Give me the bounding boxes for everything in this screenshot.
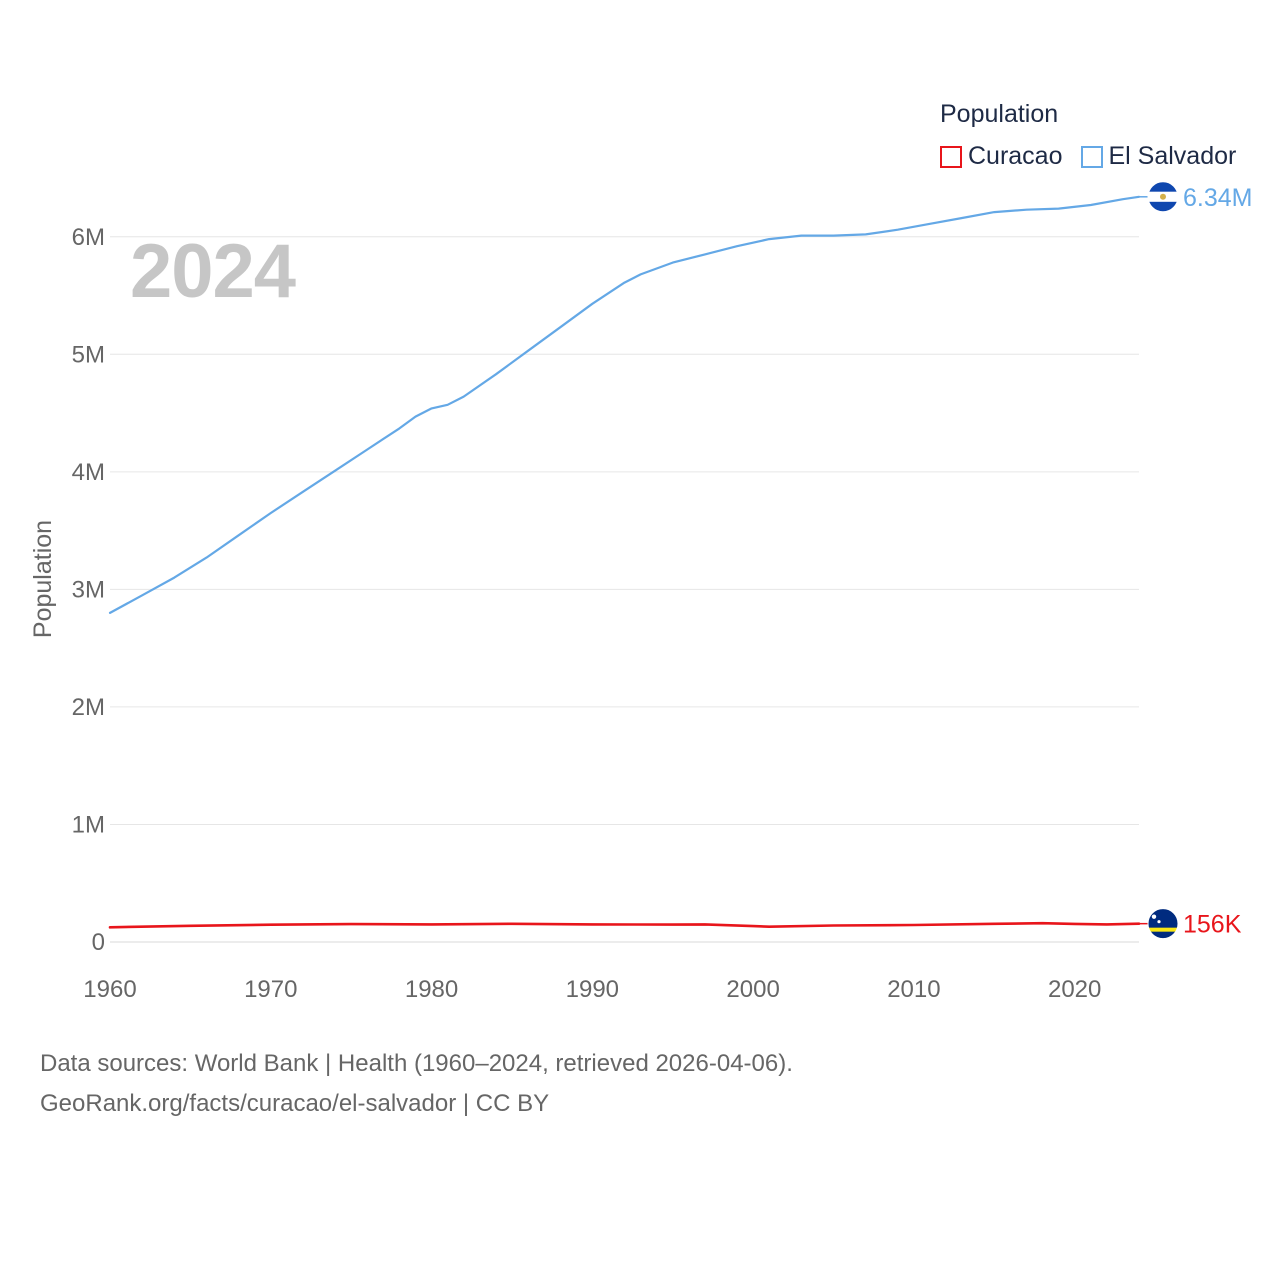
y-tick-label: 6M [72,224,105,251]
legend-label-curacao: Curacao [968,142,1063,170]
y-tick-label: 1M [72,811,105,838]
legend: Curacao El Salvador [940,142,1236,171]
x-tick-label: 2020 [1048,976,1101,1003]
x-tick-label: 1960 [83,976,136,1003]
legend-item-curacao[interactable]: Curacao [940,142,1063,171]
year-label: 2024 [130,229,296,314]
legend-title: Population [940,100,1059,128]
y-tick-label: 2M [72,694,105,721]
y-tick-label: 5M [72,341,105,368]
legend-label-el-salvador: El Salvador [1108,142,1237,170]
x-tick-label: 1970 [244,976,297,1003]
end-value-label-curacao: 156K [1183,911,1242,939]
source-notes: Data sources: World Bank | Health (1960–… [40,1044,793,1124]
legend-item-el-salvador[interactable]: El Salvador [1080,142,1237,171]
x-tick-label: 2000 [726,976,779,1003]
x-tick-label: 2010 [887,976,940,1003]
y-tick-label: 0 [92,929,105,956]
y-tick-label: 4M [72,459,105,486]
el-salvador-flag-icon [1147,181,1179,213]
source-line-2[interactable]: GeoRank.org/facts/curacao/el-salvador | … [40,1090,550,1117]
legend-swatch-curacao [940,145,962,168]
x-tick-label: 1980 [405,976,458,1003]
end-value-label-el-salvador: 6.34M [1183,184,1252,212]
series-line-el-salvador [108,195,1141,614]
source-line-1: Data sources: World Bank | Health (1960–… [40,1050,793,1077]
series-line-curacao [108,921,1141,929]
x-tick-label: 1990 [566,976,619,1003]
y-axis-title: Population [29,520,57,638]
y-tick-label: 3M [72,576,105,603]
curacao-flag-icon [1147,908,1179,940]
legend-swatch-el-salvador [1080,145,1103,168]
